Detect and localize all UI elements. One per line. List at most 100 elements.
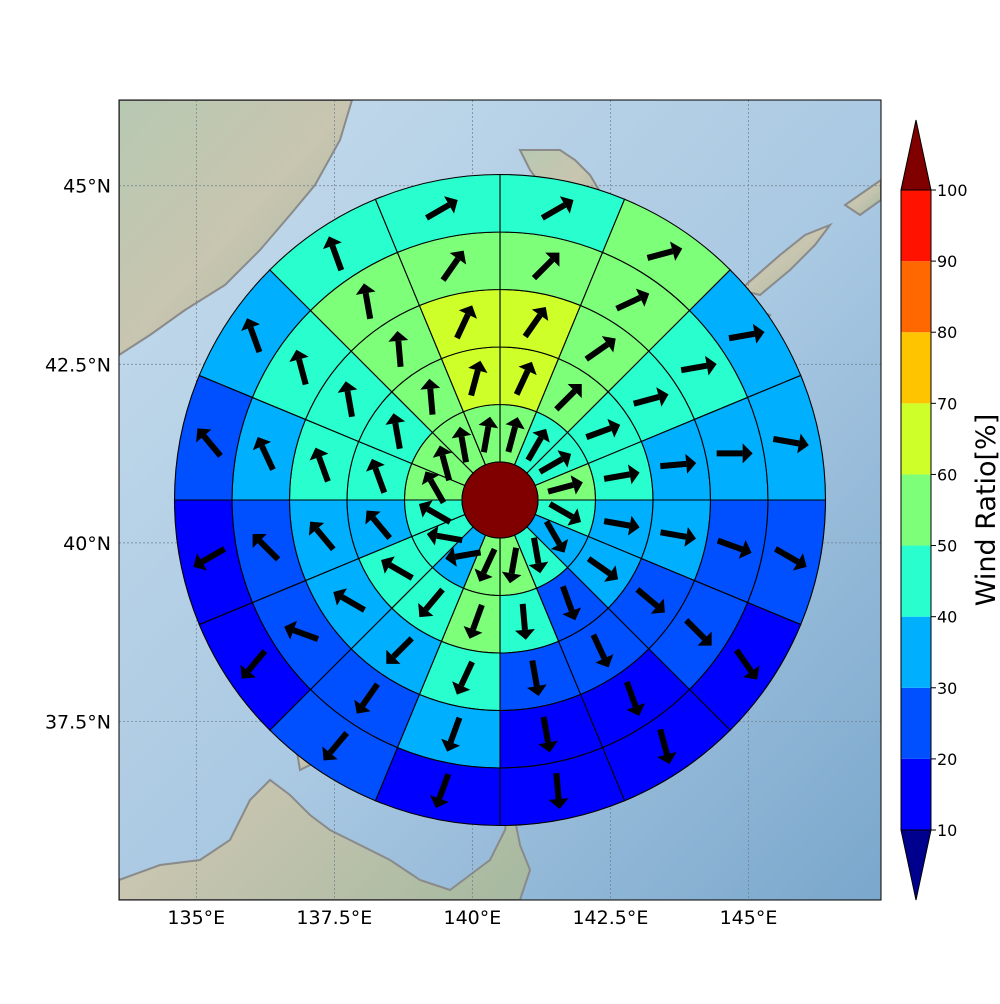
wind-arrow [586,556,619,582]
wind-arrow [525,428,550,462]
wind-arrow [603,515,640,536]
lon-tick-label: 137.5°E [296,907,372,929]
wind-arrow [381,556,414,581]
wind-arrow [451,426,472,463]
wind-arrow [385,413,406,450]
lon-tick-label: 135°E [167,907,225,929]
wind-arrow [522,306,549,339]
wind-arrow [452,660,475,695]
colorbar-bin [901,261,931,333]
colorbar-bin [901,474,931,546]
colorbar: 10 20 30 40 50 60 70 80 90 100 Wind Ratio[%] [900,119,1000,901]
wind-arrow [646,241,683,261]
wind-arrow [716,537,752,559]
wind-arrow [365,510,393,540]
wind-arrow [240,649,268,679]
colorbar-tick-label: 70 [937,394,957,413]
colorbar-tick-label: 20 [937,750,957,769]
wind-arrow [728,323,765,344]
wind-arrow [418,587,445,618]
lon-tick-label: 140°E [444,907,502,929]
wind-arrow [505,417,525,453]
wind-arrow [441,716,463,752]
wind-arrow [420,378,441,415]
land-kurils [737,222,833,297]
colorbar-bin [901,545,931,617]
wind-arrow [538,716,558,753]
wind-arrow [660,453,697,474]
colorbar-bin [901,687,931,759]
colorbar-tick-label: 100 [937,181,968,200]
wind-arrow [540,196,574,221]
wind-arrow [252,533,281,562]
wind-arrow [773,546,807,571]
wind-arrow [333,588,366,613]
wind-arrow [284,620,320,642]
wind-arrow [355,283,376,320]
wind-arrow [528,537,549,574]
wind-arrow [632,387,669,407]
wind-arrow [418,500,452,525]
colorbar-tick-label: 80 [937,323,957,342]
wind-arrow [463,603,485,639]
wind-arrow [733,648,760,680]
wind-arrow [474,547,498,582]
wind-arrow [337,381,358,418]
center-cell [461,461,539,539]
colorbar-bin [901,758,931,830]
wind-arrow [354,682,380,714]
colorbar-bin [901,190,931,262]
wind-arrow [501,547,522,584]
wind-arrow [196,428,223,458]
wind-arrow [478,416,499,453]
wind-arrow [323,236,345,272]
wind-arrow [513,361,537,396]
colorbar-bin [901,616,931,688]
wind-arrow [468,360,488,397]
wind-arrow [560,585,582,621]
wind-arrow [252,437,276,471]
wind-arrow [386,636,414,664]
wind-arrow [603,464,640,485]
colorbar-over-extension [900,119,932,191]
wind-arrow [289,349,309,386]
wind-arrow [445,547,482,567]
colorbar-under-extension [900,829,932,901]
wind-arrow [547,475,583,495]
wind-arrow [684,618,712,646]
wind-arrow [526,660,547,696]
lat-tick-label: 37.5°N [45,711,111,733]
colorbar-bin [901,332,931,404]
wind-arrow [660,526,696,547]
colorbar-tick-label: 50 [937,537,957,556]
wind-arrow [366,458,388,494]
colorbar-tick-label: 10 [937,821,957,840]
wind-arrow [426,525,463,546]
colorbar-tick-label: 30 [937,679,957,698]
wind-arrow [241,318,263,354]
wind-arrow [309,447,331,483]
wind-arrow [548,772,569,809]
colorbar-tick-label: 40 [937,608,957,627]
colorbar-bin [901,403,931,475]
wind-arrow [772,433,809,454]
wind-arrow [554,383,582,412]
wind-arrow [585,418,621,440]
wind-arrow [322,731,350,761]
wind-arrow [425,196,458,221]
wind-arrow [615,288,650,312]
land-kurils-north [843,178,881,217]
lon-tick-label: 142.5°E [572,907,648,929]
wind-arrow [590,633,614,668]
wind-arrow [531,252,560,281]
lat-tick-label: 45°N [63,176,111,198]
wind-arrow [429,773,452,808]
wind-arrow [543,519,569,553]
colorbar-tick-label: 60 [937,465,957,484]
colorbar-tick-label: 90 [937,252,957,271]
wind-arrow [514,603,535,640]
wind-arrow [538,450,572,475]
wind-arrow [584,336,616,362]
